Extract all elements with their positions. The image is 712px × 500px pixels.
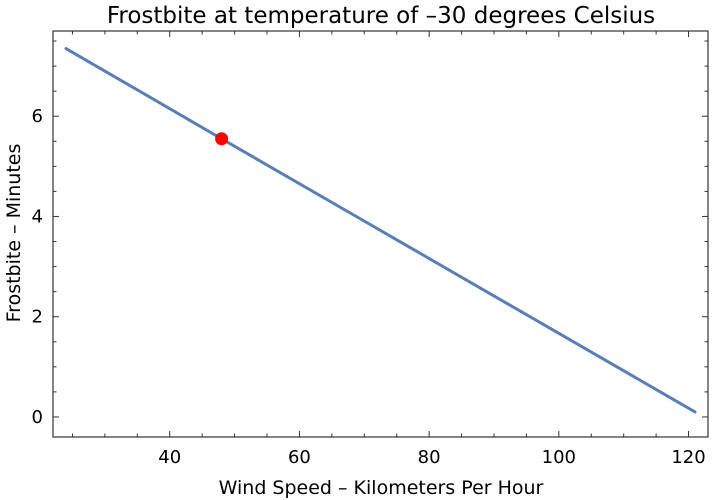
chart-title: Frostbite at temperature of –30 degrees … <box>107 3 655 29</box>
axis-tick-labels: 40 60 80 100 120 0 2 4 6 <box>32 106 706 468</box>
x-axis-label: Wind Speed – Kilometers Per Hour <box>219 477 544 499</box>
x-tick-label: 60 <box>288 447 311 468</box>
y-tick-label: 0 <box>32 407 43 428</box>
y-axis-label: Frostbite – Minutes <box>3 144 25 323</box>
plot-frame <box>52 30 709 438</box>
x-tick-label: 120 <box>671 447 705 468</box>
y-tick-label: 6 <box>32 106 43 127</box>
x-tick-label: 80 <box>418 447 441 468</box>
y-tick-label: 2 <box>32 307 43 328</box>
axis-ticks <box>53 31 708 437</box>
y-tick-label: 4 <box>32 206 43 227</box>
x-tick-label: 40 <box>158 447 181 468</box>
x-tick-label: 100 <box>542 447 576 468</box>
highlight-point <box>215 132 229 146</box>
series-line <box>64 47 697 414</box>
